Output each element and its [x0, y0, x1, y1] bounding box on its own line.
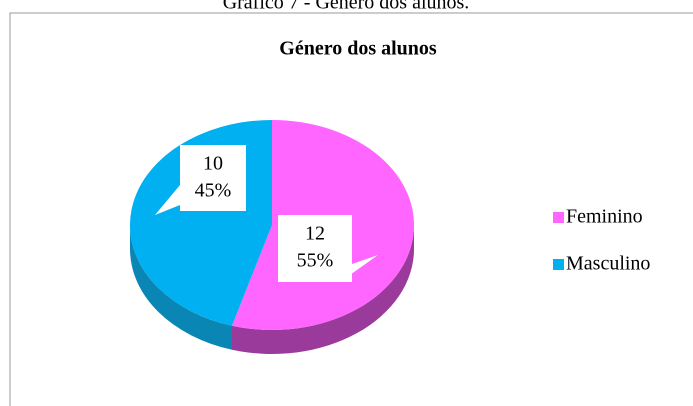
legend-label: Masculino	[566, 253, 650, 275]
data-label: 45%	[195, 180, 232, 202]
label-box	[180, 145, 246, 211]
data-label: 55%	[297, 250, 334, 272]
data-label: 10	[203, 153, 223, 175]
pie-slice-side	[231, 225, 414, 354]
data-label: 12	[305, 223, 325, 245]
chart-title: Género dos alunos	[279, 38, 437, 60]
label-callout	[155, 185, 180, 215]
label-box	[278, 215, 352, 282]
legend-swatch	[553, 212, 564, 223]
caption: Gráfico 7 - Género dos alunos.	[223, 0, 470, 14]
pie-slice-side	[130, 225, 232, 350]
legend-label: Feminino	[566, 206, 643, 228]
legend-swatch	[553, 259, 564, 270]
